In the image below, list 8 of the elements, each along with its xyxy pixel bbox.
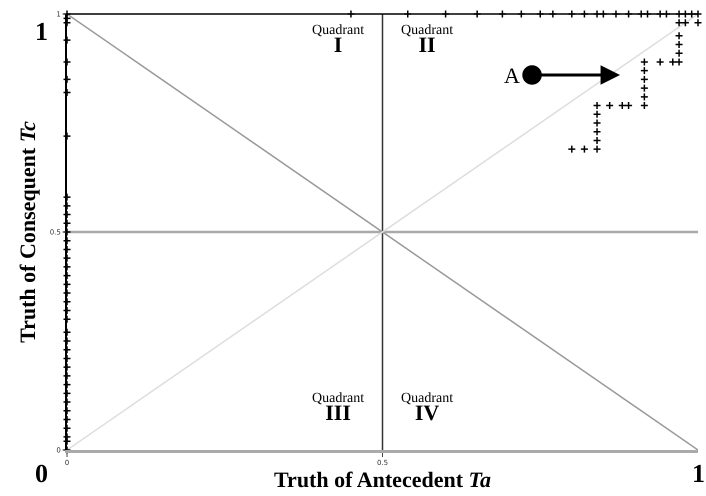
x-axis-title: Truth of Antecedent Ta (274, 467, 491, 492)
annotation: Quadrant III (312, 391, 364, 426)
y-axis-title: Truth of Consequent Tc (15, 120, 40, 343)
annotation: Quadrant I (312, 23, 364, 58)
annotation: Quadrant II (401, 23, 454, 58)
annotation: A (504, 63, 520, 88)
text: 1 (692, 459, 705, 488)
annotation: Quadrant IV (401, 391, 454, 426)
